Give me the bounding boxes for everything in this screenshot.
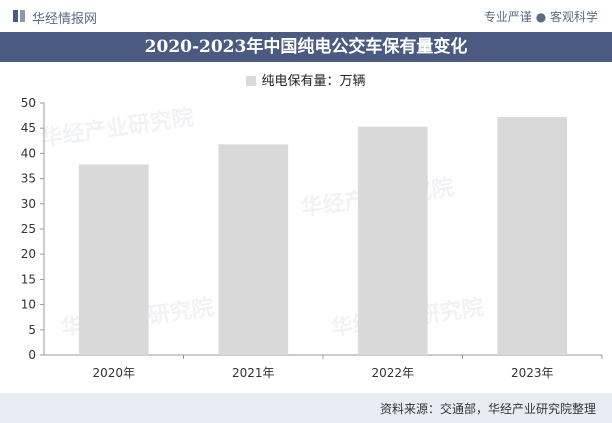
x-tick-label: 2023年: [511, 366, 554, 380]
y-tick-label: 30: [21, 197, 36, 211]
y-tick-label: 5: [28, 323, 36, 337]
chart-title: 2020-2023年中国纯电公交车保有量变化: [0, 32, 612, 62]
bar-3: [357, 126, 428, 355]
legend-swatch: [246, 76, 257, 86]
y-tick-label: 35: [21, 172, 36, 186]
y-tick-label: 15: [21, 272, 36, 286]
y-tick-label: 25: [21, 222, 36, 236]
slogan: 专业严谨 ● 客观科学: [483, 10, 598, 24]
y-tick-label: 0: [28, 348, 36, 362]
header-bar: 华经情报网 专业严谨 ● 客观科学: [0, 0, 612, 32]
y-tick-label: 50: [21, 96, 36, 110]
x-tick-label: 2020年: [92, 366, 135, 380]
bar-4: [497, 117, 568, 355]
brand-name: 华经情报网: [32, 12, 98, 27]
bar-1: [78, 164, 149, 355]
footer-bar: 资料来源：交通部，华经产业研究院整理: [0, 393, 612, 423]
y-tick-label: 45: [21, 121, 36, 135]
legend-label: 纯电保有量：万辆: [261, 74, 366, 89]
y-tick-label: 40: [21, 146, 36, 160]
x-tick-label: 2021年: [232, 366, 275, 380]
source-note: 资料来源：交通部，华经产业研究院整理: [379, 402, 596, 416]
y-tick-label: 10: [21, 298, 36, 312]
bar-2: [218, 144, 289, 355]
brand-logo-icon: [13, 10, 25, 22]
y-tick-label: 20: [21, 247, 36, 261]
legend: 纯电保有量：万辆: [0, 70, 612, 89]
x-tick-label: 2022年: [371, 366, 414, 380]
bar-chart: 0 5 10 15 20 25 30 35 40 45 50 2020年 2021年 2022年 2023年: [21, 96, 603, 380]
